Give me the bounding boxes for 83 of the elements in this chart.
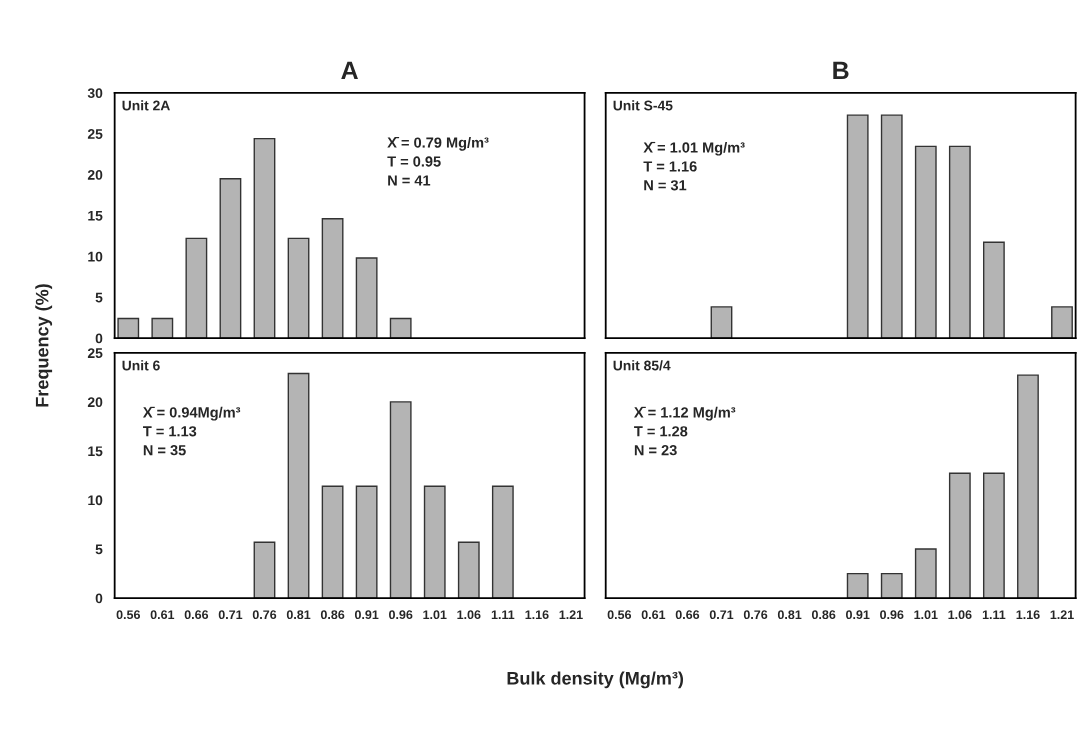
- bar: [948, 145, 971, 339]
- bar: [253, 137, 276, 339]
- annotation: X̄ = 1.01 Mg/m³ T = 1.16 N = 31: [643, 141, 745, 191]
- bar: [982, 472, 1005, 599]
- annotation: X̄ = 1.12 Mg/m³ T = 1.28 N = 23: [634, 406, 736, 456]
- x-tick-label: 0.81: [777, 610, 802, 620]
- x-tick-label: 1.01: [914, 610, 938, 620]
- bar: [321, 218, 344, 339]
- annotation: X̄ = 0.79 Mg/m³ T = 0.95 N = 41: [387, 137, 489, 186]
- x-tick-label: 0.61: [150, 610, 175, 620]
- y-tick-label: 25: [87, 129, 103, 139]
- x-tick-label: 0.56: [116, 610, 140, 620]
- x-tick-label: 1.16: [525, 610, 549, 620]
- x-tick-label: 0.76: [252, 610, 277, 620]
- bar: [710, 306, 733, 339]
- x-tick-label: 0.96: [389, 610, 413, 620]
- y-axis-title: Frequency (%): [35, 284, 53, 407]
- bar: [287, 237, 310, 339]
- x-tick-label: 1.06: [948, 610, 972, 620]
- bar: [117, 317, 140, 339]
- y-tick-label: 0: [95, 593, 103, 604]
- x-tick-label: 0.56: [607, 610, 632, 620]
- x-tick-label: 0.66: [675, 610, 700, 620]
- bar: [1051, 306, 1073, 339]
- bar: [287, 372, 310, 599]
- x-tick-label: 1.06: [457, 610, 481, 620]
- y-tick-label: 20: [87, 169, 103, 180]
- bar: [321, 485, 344, 599]
- bar: [355, 485, 378, 599]
- bar: [1017, 374, 1039, 599]
- y-tick-label: 25: [87, 348, 103, 359]
- bar: [253, 541, 276, 599]
- bar: [982, 241, 1005, 339]
- x-tick-label: 0.96: [880, 610, 904, 620]
- bar: [491, 485, 514, 599]
- x-tick-label: 0.81: [286, 610, 311, 620]
- bar: [151, 317, 174, 339]
- bar: [389, 317, 412, 339]
- y-tick-label: 10: [88, 495, 103, 506]
- y-tick-label: 5: [95, 544, 103, 555]
- x-tick-label: 0.71: [218, 610, 243, 620]
- chart-title: A: [341, 61, 358, 79]
- x-tick-label: 0.71: [709, 610, 734, 620]
- bar: [423, 485, 446, 599]
- bar: [846, 114, 869, 339]
- bar: [389, 401, 412, 599]
- x-tick-label: 0.86: [320, 610, 345, 620]
- x-tick-label: 1.11: [491, 610, 515, 619]
- chart-title: B: [833, 61, 849, 79]
- x-tick-label: 1.21: [1050, 610, 1074, 619]
- x-tick-label: 0.91: [846, 610, 870, 620]
- annotation: X̄ = 0.94Mg/m³ T = 1.13 N = 35: [142, 406, 241, 456]
- y-tick-label: 20: [87, 397, 103, 408]
- bar: [457, 541, 480, 599]
- text: Unit 85/4: [613, 360, 671, 371]
- bar: [948, 472, 971, 599]
- bar: [219, 178, 242, 339]
- bar: [185, 237, 208, 339]
- bar: [880, 114, 903, 339]
- text: Unit S-45: [613, 100, 673, 111]
- bar: [914, 145, 937, 339]
- bar: [914, 548, 937, 599]
- x-tick-label: 0.91: [354, 610, 379, 620]
- y-tick-label: 15: [88, 210, 103, 221]
- annotation: Unit 2A: [122, 100, 170, 111]
- x-tick-label: 1.11: [982, 610, 1006, 619]
- annotation: Unit 6: [122, 360, 160, 371]
- y-tick-label: 30: [87, 88, 103, 99]
- x-axis-title: Bulk density (Mg/m³): [507, 671, 684, 689]
- bar: [846, 572, 869, 599]
- y-tick-label: 15: [88, 446, 103, 457]
- x-tick-label: 0.61: [641, 610, 666, 620]
- y-tick-label: 5: [95, 292, 103, 303]
- x-tick-label: 0.66: [184, 610, 209, 620]
- x-tick-label: 1.16: [1016, 610, 1040, 620]
- y-tick-label: 10: [88, 251, 103, 262]
- bar: [355, 257, 378, 339]
- x-tick-label: 0.76: [743, 610, 768, 620]
- x-tick-label: 1.01: [423, 610, 447, 620]
- x-tick-label: 1.21: [559, 610, 583, 619]
- bar: [880, 572, 903, 599]
- x-tick-label: 0.86: [811, 610, 836, 620]
- y-tick-label: 0: [95, 333, 103, 344]
